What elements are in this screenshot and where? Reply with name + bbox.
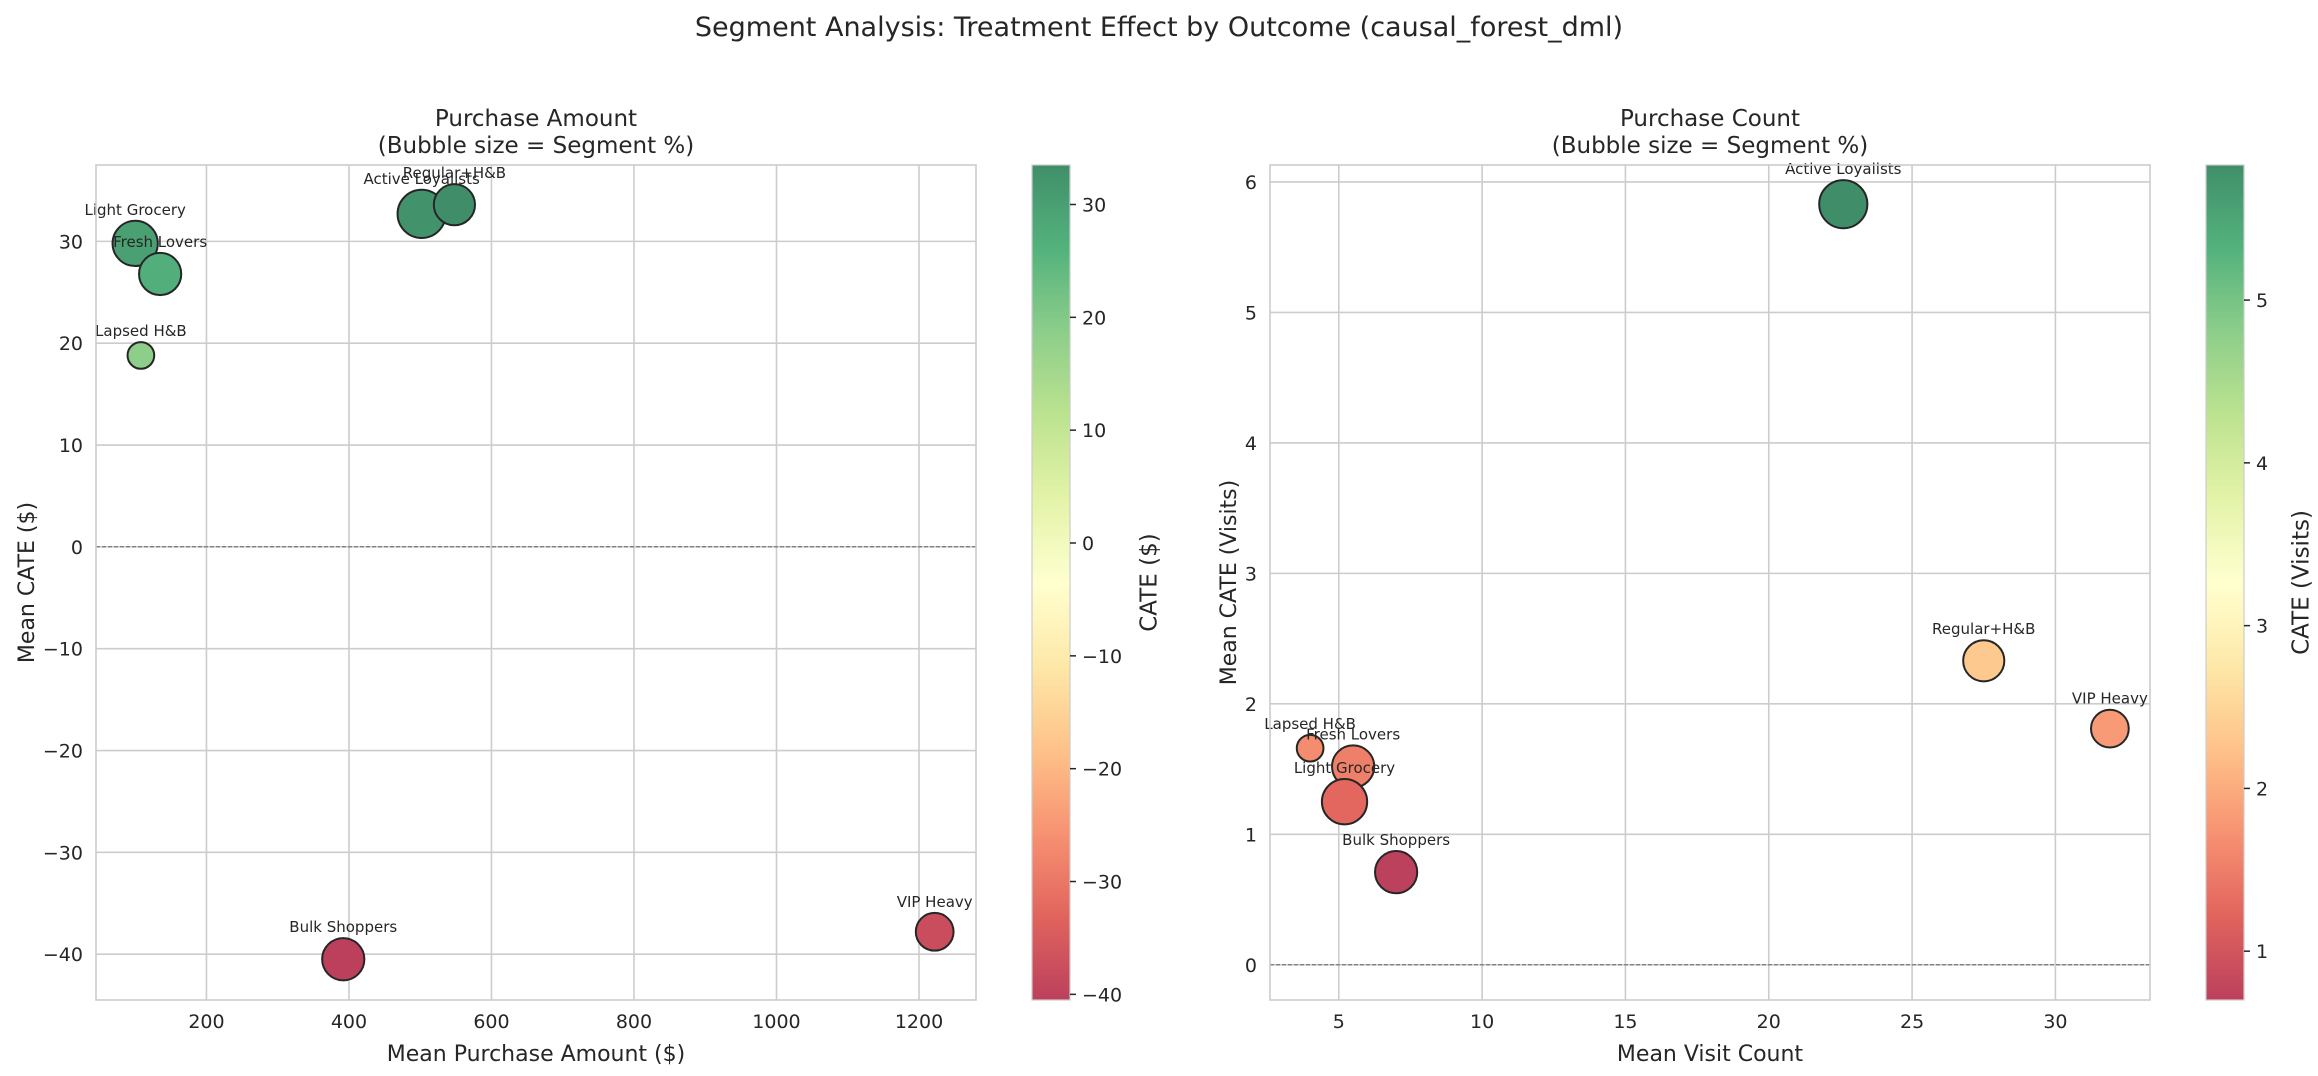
purchase-amount-panel: Purchase Amount (Bubble size = Segment %… [15, 106, 1163, 1067]
purchase-amount-bubble-label-light-grocery: Light Grocery [85, 201, 186, 219]
purchase-count-y-axis-label: Mean CATE (Visits) [1217, 480, 1242, 685]
purchase-amount-bubble-label-bulk-shoppers: Bulk Shoppers [289, 918, 397, 936]
purchase-amount-x-ticks: 200 400 600 800 1000 1200 [188, 1011, 943, 1033]
purchase-count-plot-frame [1269, 164, 2151, 1001]
purchase-amount-bubble-label-fresh-lovers: Fresh Lovers [113, 233, 207, 251]
purchase-amount-bubble-label-active-loyalists: Active Loyalists [363, 170, 480, 188]
purchase-amount-colorbar-tick-label: 0 [1082, 533, 1094, 555]
purchase-amount-y-tick-label: 10 [59, 435, 83, 457]
purchase-count-x-axis-label: Mean Visit Count [1617, 1042, 1804, 1067]
purchase-count-x-tick-label: 5 [1333, 1011, 1345, 1033]
purchase-amount-grid [96, 165, 976, 1000]
purchase-count-bubble-lapsed-h-b[interactable] [1295, 733, 1325, 763]
purchase-count-bubble-vip-heavy[interactable] [2089, 708, 2130, 749]
purchase-amount-bubble-labels: Light Grocery Fresh Lovers Lapsed H&B Activ… [85, 164, 973, 936]
purchase-amount-x-tick-label: 1000 [752, 1011, 800, 1033]
purchase-amount-colorbar-gradient [1031, 164, 1071, 1001]
purchase-amount-subtitle: (Bubble size = Segment %) [378, 133, 695, 159]
purchase-count-colorbar-label: CATE (Visits) [2289, 510, 2315, 655]
purchase-amount-bubble-label-vip-heavy: VIP Heavy [897, 893, 973, 911]
purchase-count-y-tick-label: 6 [1245, 172, 1257, 194]
purchase-count-colorbar: 1 2 3 4 5 [2205, 164, 2268, 1001]
purchase-count-bubble-light-grocery[interactable] [1320, 778, 1369, 826]
purchase-count-x-tick-label: 25 [1900, 1011, 1924, 1033]
purchase-count-y-tick-label: 3 [1245, 563, 1257, 585]
purchase-amount-y-tick-label: −20 [43, 741, 83, 763]
purchase-amount-x-axis-label: Mean Purchase Amount ($) [387, 1042, 685, 1067]
purchase-amount-bubble-lapsed-h-b[interactable] [126, 341, 156, 370]
purchase-count-y-tick-label: 2 [1245, 694, 1257, 716]
purchase-amount-y-tick-label: 20 [59, 333, 83, 355]
purchase-count-y-tick-label: 0 [1245, 955, 1257, 977]
purchase-count-colorbar-tick-label: 4 [2256, 453, 2268, 475]
purchase-amount-x-tick-label: 800 [616, 1011, 652, 1033]
purchase-count-x-tick-label: 30 [2043, 1011, 2067, 1033]
purchase-count-grid [1270, 165, 2150, 1000]
purchase-count-colorbar-tick-label: 3 [2256, 616, 2268, 638]
purchase-count-y-tick-label: 1 [1245, 824, 1257, 846]
purchase-amount-bubble-label-lapsed-h-b: Lapsed H&B [95, 322, 187, 340]
purchase-amount-y-axis-label: Mean CATE ($) [15, 502, 40, 663]
purchase-count-y-ticks: 0 1 2 3 4 5 6 [1245, 172, 1257, 977]
purchase-amount-colorbar-tick-label: 20 [1082, 307, 1106, 329]
purchase-count-y-tick-label: 4 [1245, 433, 1257, 455]
purchase-amount-y-ticks: −40 −30 −20 −10 0 10 20 30 [43, 231, 83, 966]
purchase-amount-title: Purchase Amount [435, 106, 637, 132]
purchase-count-bubble-labels: Active Loyalists Regular+H&B VIP Heavy Laps… [1264, 160, 2148, 849]
figure-suptitle: Segment Analysis: Treatment Effect by Ou… [695, 12, 1623, 43]
purchase-count-bubble-label-lapsed-h-b: Lapsed H&B [1264, 715, 1356, 733]
purchase-count-colorbar-tick-label: 5 [2256, 290, 2268, 312]
purchase-amount-y-tick-label: 0 [71, 537, 83, 559]
purchase-amount-y-tick-label: −10 [43, 639, 83, 661]
purchase-amount-x-tick-label: 200 [188, 1011, 224, 1033]
purchase-amount-x-tick-label: 1200 [895, 1011, 943, 1033]
purchase-count-title: Purchase Count [1620, 106, 1800, 132]
purchase-count-bubble-bulk-shoppers[interactable] [1374, 850, 1419, 895]
purchase-count-bubble-label-fresh-lovers: Fresh Lovers [1306, 725, 1400, 743]
purchase-count-bubble-active-loyalists[interactable] [1818, 179, 1869, 230]
purchase-amount-y-tick-label: 30 [59, 231, 83, 253]
purchase-count-y-tick-label: 5 [1245, 302, 1257, 324]
purchase-amount-y-tick-label: −40 [43, 944, 83, 966]
purchase-count-x-tick-label: 10 [1470, 1011, 1494, 1033]
purchase-amount-bubble-label-regular-h-b: Regular+H&B [403, 164, 506, 182]
purchase-count-bubble-regular-h-b[interactable] [1962, 639, 2006, 683]
purchase-amount-bubble-vip-heavy[interactable] [914, 911, 955, 952]
purchase-amount-bubble-regular-h-b[interactable] [432, 183, 476, 227]
purchase-amount-bubbles[interactable] [111, 183, 955, 982]
purchase-amount-colorbar-tick-label: 10 [1082, 420, 1106, 442]
purchase-amount-bubble-fresh-lovers[interactable] [138, 251, 183, 297]
purchase-count-colorbar-gradient [2205, 164, 2245, 1001]
purchase-count-x-tick-label: 15 [1613, 1011, 1637, 1033]
purchase-amount-bubble-light-grocery[interactable] [111, 219, 159, 268]
purchase-count-colorbar-tick-label: 2 [2256, 778, 2268, 800]
purchase-count-bubble-label-bulk-shoppers: Bulk Shoppers [1342, 831, 1450, 849]
purchase-amount-colorbar-tick-label: −20 [1082, 759, 1122, 781]
purchase-amount-colorbar-tick-label: −40 [1082, 984, 1122, 1006]
purchase-amount-y-tick-label: −30 [43, 842, 83, 864]
purchase-amount-colorbar-tick-label: −30 [1082, 872, 1122, 894]
purchase-count-colorbar-tick-label: 1 [2256, 941, 2268, 963]
purchase-amount-x-tick-label: 600 [473, 1011, 509, 1033]
purchase-count-panel: Purchase Count (Bubble size = Segment %)… [1217, 106, 2315, 1067]
purchase-count-bubble-label-light-grocery: Light Grocery [1294, 759, 1395, 777]
purchase-amount-colorbar-label: CATE ($) [1137, 533, 1163, 631]
purchase-amount-bubble-bulk-shoppers[interactable] [321, 937, 366, 982]
purchase-count-bubble-label-vip-heavy: VIP Heavy [2072, 690, 2148, 708]
purchase-amount-colorbar: −40 −30 −20 −10 0 10 20 30 [1031, 164, 1122, 1006]
purchase-count-x-tick-label: 20 [1757, 1011, 1781, 1033]
purchase-amount-x-tick-label: 400 [331, 1011, 367, 1033]
purchase-count-x-ticks: 5 10 15 20 25 30 [1333, 1011, 2068, 1033]
purchase-amount-colorbar-tick-label: −10 [1082, 646, 1122, 668]
purchase-count-bubble-label-regular-h-b: Regular+H&B [1932, 620, 2035, 638]
purchase-count-bubbles[interactable] [1295, 179, 2130, 895]
purchase-count-bubble-label-active-loyalists: Active Loyalists [1785, 160, 1902, 178]
purchase-amount-plot-frame [95, 164, 977, 1001]
purchase-amount-colorbar-tick-label: 30 [1082, 194, 1106, 216]
purchase-count-subtitle: (Bubble size = Segment %) [1552, 133, 1869, 159]
